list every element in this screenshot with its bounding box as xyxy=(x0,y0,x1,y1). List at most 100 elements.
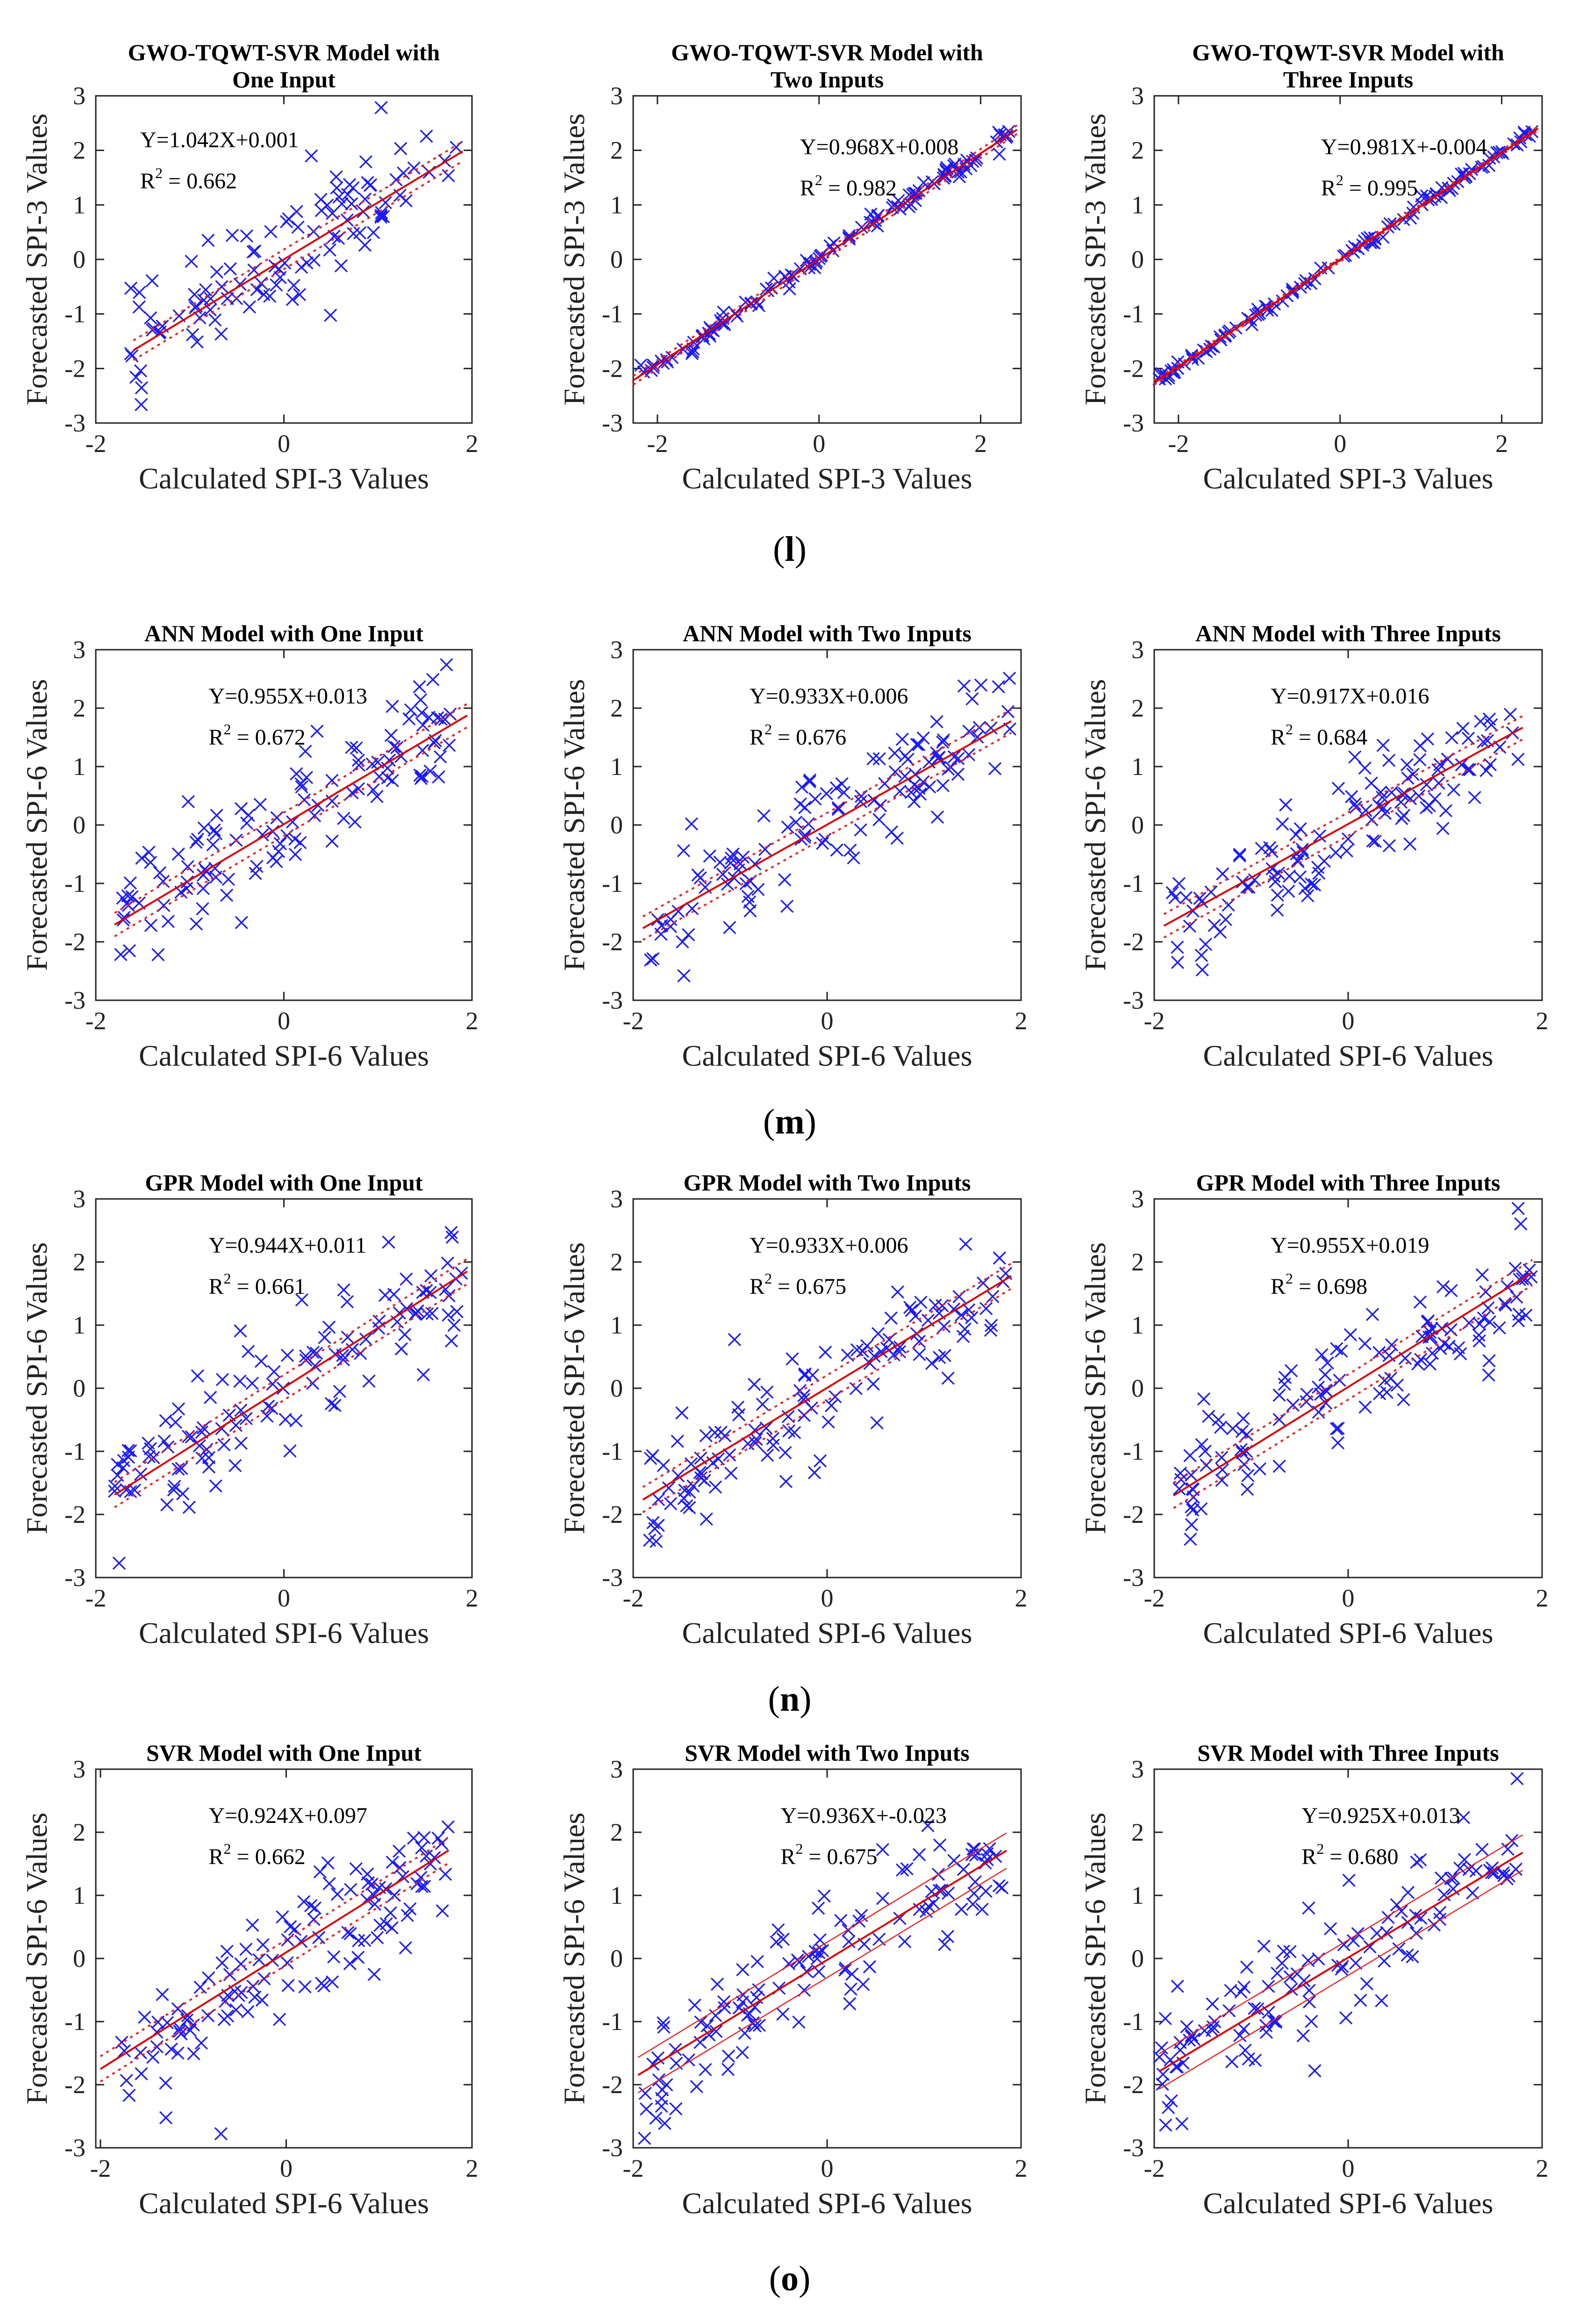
confidence-band-line xyxy=(114,1283,468,1508)
data-point xyxy=(171,2002,185,2016)
data-point xyxy=(204,1391,217,1404)
data-point xyxy=(1213,925,1227,939)
data-point xyxy=(1348,797,1362,811)
data-point xyxy=(1195,1438,1208,1451)
data-point xyxy=(416,744,429,757)
data-point xyxy=(393,1861,407,1874)
data-point xyxy=(159,2111,173,2124)
data-point xyxy=(979,1302,993,1315)
data-point xyxy=(270,855,283,868)
data-point xyxy=(201,234,215,247)
data-point xyxy=(349,1862,363,1876)
y-axis-label: Forecasted SPI-3 Values xyxy=(557,114,591,406)
x-tick-label: -2 xyxy=(86,1584,107,1612)
x-axis-label: Calculated SPI-6 Values xyxy=(1203,1616,1493,1650)
data-point xyxy=(386,700,399,713)
data-point xyxy=(780,899,794,913)
data-point xyxy=(1184,1532,1197,1546)
data-point xyxy=(951,752,965,765)
data-point xyxy=(1477,735,1490,749)
data-point xyxy=(917,176,930,190)
data-point xyxy=(646,1516,660,1529)
data-point xyxy=(1175,2117,1189,2130)
regression-equation: Y=0.933X+0.006 xyxy=(750,684,908,709)
data-point xyxy=(683,1485,696,1499)
y-tick-label: 2 xyxy=(610,136,623,165)
data-point xyxy=(264,225,278,238)
confidence-band-line xyxy=(100,1836,450,2058)
data-point xyxy=(423,764,437,778)
y-tick-label: -1 xyxy=(1123,2008,1144,2036)
data-point xyxy=(1472,1334,1486,1348)
data-point xyxy=(116,891,129,905)
data-point xyxy=(181,860,194,874)
data-point xyxy=(1277,1944,1290,1958)
data-point xyxy=(321,1856,335,1870)
data-point xyxy=(952,170,966,184)
data-point xyxy=(1433,758,1447,771)
y-tick-label: -3 xyxy=(602,2134,623,2162)
y-tick-label: -2 xyxy=(602,1500,623,1528)
data-point xyxy=(397,166,410,180)
data-point xyxy=(330,1887,344,1901)
data-point xyxy=(995,1881,1009,1894)
data-point xyxy=(779,1475,793,1488)
data-point xyxy=(1200,1458,1213,1472)
data-point xyxy=(1490,146,1504,160)
data-point xyxy=(941,1929,955,1944)
data-point xyxy=(418,1879,431,1893)
data-point xyxy=(1345,790,1358,803)
x-tick-label: 0 xyxy=(280,2154,293,2182)
data-point xyxy=(185,1430,199,1444)
x-tick-label: -2 xyxy=(86,430,107,458)
data-point xyxy=(887,198,900,212)
data-point xyxy=(847,851,860,865)
data-point xyxy=(872,813,886,826)
data-point xyxy=(336,1353,350,1367)
data-point xyxy=(1152,2050,1166,2064)
data-point xyxy=(760,1385,774,1399)
data-point xyxy=(736,1963,750,1977)
x-tick-label: 0 xyxy=(1342,2154,1355,2182)
data-point xyxy=(1251,2002,1265,2016)
data-point xyxy=(288,1922,301,1936)
data-point xyxy=(234,1957,248,1971)
data-point xyxy=(267,1365,281,1378)
data-point xyxy=(290,767,303,781)
data-point xyxy=(1364,236,1377,250)
data-point xyxy=(1376,739,1390,752)
data-point xyxy=(1496,1866,1510,1880)
data-point xyxy=(1307,878,1322,892)
x-tick-label: 0 xyxy=(1342,1007,1355,1035)
data-point xyxy=(736,2046,749,2059)
r-squared: R2 = 0.662 xyxy=(140,165,237,194)
x-tick-label: 2 xyxy=(466,1007,479,1035)
data-point xyxy=(686,345,700,359)
data-point xyxy=(299,1349,313,1363)
confidence-band-line xyxy=(133,141,463,342)
data-point xyxy=(217,1438,231,1452)
data-point xyxy=(286,815,300,829)
regression-line xyxy=(1153,128,1539,384)
y-tick-label: 2 xyxy=(73,1818,86,1846)
data-point xyxy=(866,752,880,766)
data-point xyxy=(1414,1353,1428,1366)
data-point xyxy=(1372,1346,1386,1359)
data-point xyxy=(876,1843,889,1857)
data-point xyxy=(669,2043,682,2056)
data-point xyxy=(187,2047,200,2060)
data-point xyxy=(936,1299,949,1313)
data-point xyxy=(912,1848,926,1862)
data-point xyxy=(930,746,943,760)
data-point xyxy=(750,1955,764,1968)
data-point xyxy=(263,289,277,303)
data-point xyxy=(333,1384,347,1398)
data-point xyxy=(1185,348,1199,362)
data-point xyxy=(1513,131,1527,145)
y-tick-label: -3 xyxy=(1123,2134,1144,2162)
data-point xyxy=(1414,1853,1427,1866)
y-axis-label: Forecasted SPI-6 Values xyxy=(20,679,53,971)
data-point xyxy=(134,364,148,378)
data-point xyxy=(1382,839,1396,853)
